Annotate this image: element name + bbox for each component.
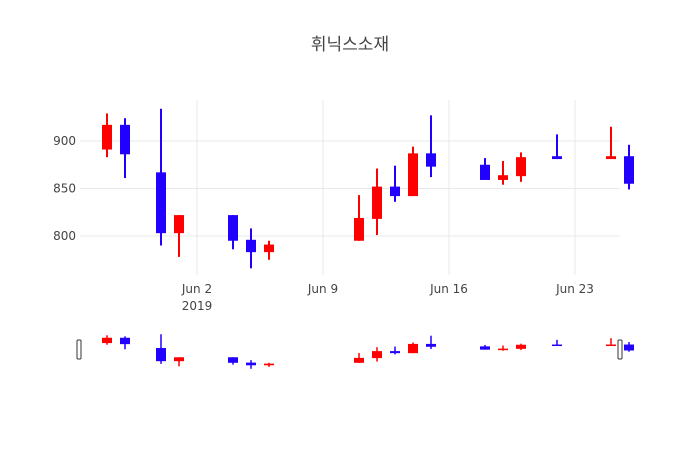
candle (606, 126, 616, 160)
candle (228, 215, 238, 250)
candle (264, 240, 274, 260)
range-slider-right-handle[interactable] (617, 339, 623, 360)
candles (102, 108, 634, 269)
candle (246, 228, 256, 269)
candle (480, 158, 490, 180)
x-tick-label: Jun 23 (555, 282, 594, 296)
x-tick-label: Jun 2 (181, 282, 212, 296)
grid (80, 100, 620, 275)
candle (624, 144, 634, 190)
candle (156, 108, 166, 246)
candle (426, 115, 436, 178)
x-tick-label: Jun 16 (429, 282, 468, 296)
x-tick-label: 2019 (182, 299, 213, 313)
candle (372, 168, 382, 236)
range-slider[interactable] (102, 334, 634, 369)
candle (390, 165, 400, 202)
x-tick-label: Jun 9 (307, 282, 338, 296)
candle (408, 146, 418, 197)
candle (516, 152, 526, 182)
y-tick-label: 800 (53, 229, 76, 243)
candle (552, 134, 562, 160)
candle (174, 215, 184, 257)
candle (354, 195, 364, 241)
candle (102, 113, 112, 158)
y-tick-label: 850 (53, 182, 76, 196)
candle (498, 160, 508, 185)
candle (120, 118, 130, 179)
range-slider-left-handle[interactable] (76, 339, 82, 360)
chart-title: 휘닉스소재 (310, 35, 390, 55)
y-tick-label: 900 (53, 134, 76, 148)
